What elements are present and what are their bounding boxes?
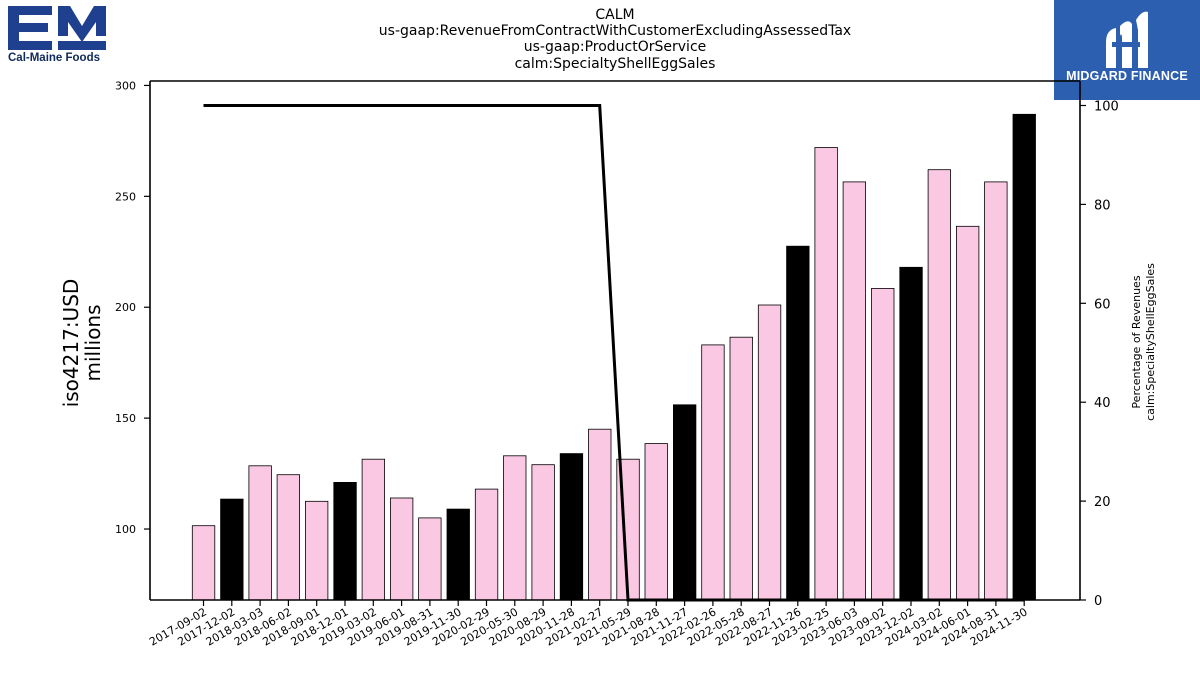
chart-title-line-1: CALM bbox=[595, 7, 635, 23]
bar-2020-08-29 bbox=[531, 464, 555, 601]
y2-axis-label: Percentage of Revenuescalm:SpecialtyShel… bbox=[1130, 263, 1157, 421]
bar-2022-02-26 bbox=[701, 344, 725, 601]
bar-2024-03-02 bbox=[927, 169, 951, 601]
y-tick-label-250: 250 bbox=[115, 190, 136, 203]
y2-tick-label-100: 100 bbox=[1094, 100, 1119, 115]
bar-2020-11-28 bbox=[559, 453, 584, 601]
y-tick-label-300: 300 bbox=[115, 79, 136, 92]
bar-2022-08-27 bbox=[757, 304, 782, 601]
bar-2017-12-02 bbox=[220, 498, 244, 601]
bar-2019-08-31 bbox=[418, 517, 442, 601]
bar-2018-03-03 bbox=[248, 465, 272, 601]
bar-2020-05-30 bbox=[503, 455, 527, 601]
bar-2019-03-02 bbox=[361, 458, 386, 601]
y-tick-label-100: 100 bbox=[115, 523, 136, 536]
bar-2023-06-03 bbox=[842, 181, 866, 601]
bar-2022-05-28 bbox=[729, 336, 753, 601]
chart-title-line-2: us-gaap:RevenueFromContractWithCustomerE… bbox=[378, 23, 852, 39]
bar-2018-09-01 bbox=[304, 500, 329, 601]
cal-maine-em-icon bbox=[8, 6, 106, 50]
bar-2022-11-26 bbox=[786, 245, 810, 601]
bar-2023-09-02 bbox=[871, 287, 895, 601]
bar-2024-06-01 bbox=[956, 225, 980, 601]
cal-maine-logo-text: Cal-Maine Foods bbox=[8, 52, 101, 64]
y2-tick-label-60: 60 bbox=[1094, 297, 1111, 312]
y2-tick-label-80: 80 bbox=[1094, 198, 1111, 213]
bar-2023-02-25 bbox=[814, 147, 838, 601]
y2-tick-label-40: 40 bbox=[1094, 396, 1111, 411]
midgard-logo-text: MIDGARD FINANCE bbox=[1066, 69, 1188, 83]
y-tick-label-150: 150 bbox=[115, 412, 136, 425]
bar-2021-11-27 bbox=[673, 404, 697, 601]
bar-2020-02-29 bbox=[474, 488, 499, 601]
bar-2021-02-27 bbox=[588, 428, 612, 601]
y-axis-label: iso4217:USDmillions bbox=[59, 279, 105, 408]
chart-title-line-4: calm:SpecialtyShellEggSales bbox=[514, 56, 716, 72]
cal-maine-logo: Cal-Maine Foods bbox=[8, 6, 108, 66]
bar-2019-11-30 bbox=[446, 508, 470, 601]
bar-2018-06-02 bbox=[276, 474, 301, 601]
bar-2024-08-31 bbox=[984, 181, 1008, 601]
midgard-m-icon bbox=[1106, 11, 1148, 68]
bar-2017-09-02 bbox=[191, 525, 216, 601]
midgard-finance-logo: MIDGARD FINANCE bbox=[1054, 0, 1200, 100]
chart-title-line-3: us-gaap:ProductOrService bbox=[523, 39, 707, 55]
bar-2018-12-01 bbox=[333, 481, 357, 601]
bar-2021-08-28 bbox=[644, 443, 668, 601]
y2-tick-label-0: 0 bbox=[1094, 594, 1102, 609]
bar-2023-12-02 bbox=[899, 266, 923, 601]
bar-2019-06-01 bbox=[389, 497, 414, 601]
bar-2024-11-30 bbox=[1012, 113, 1036, 601]
y-tick-label-200: 200 bbox=[115, 301, 136, 314]
y2-tick-label-20: 20 bbox=[1094, 495, 1111, 510]
